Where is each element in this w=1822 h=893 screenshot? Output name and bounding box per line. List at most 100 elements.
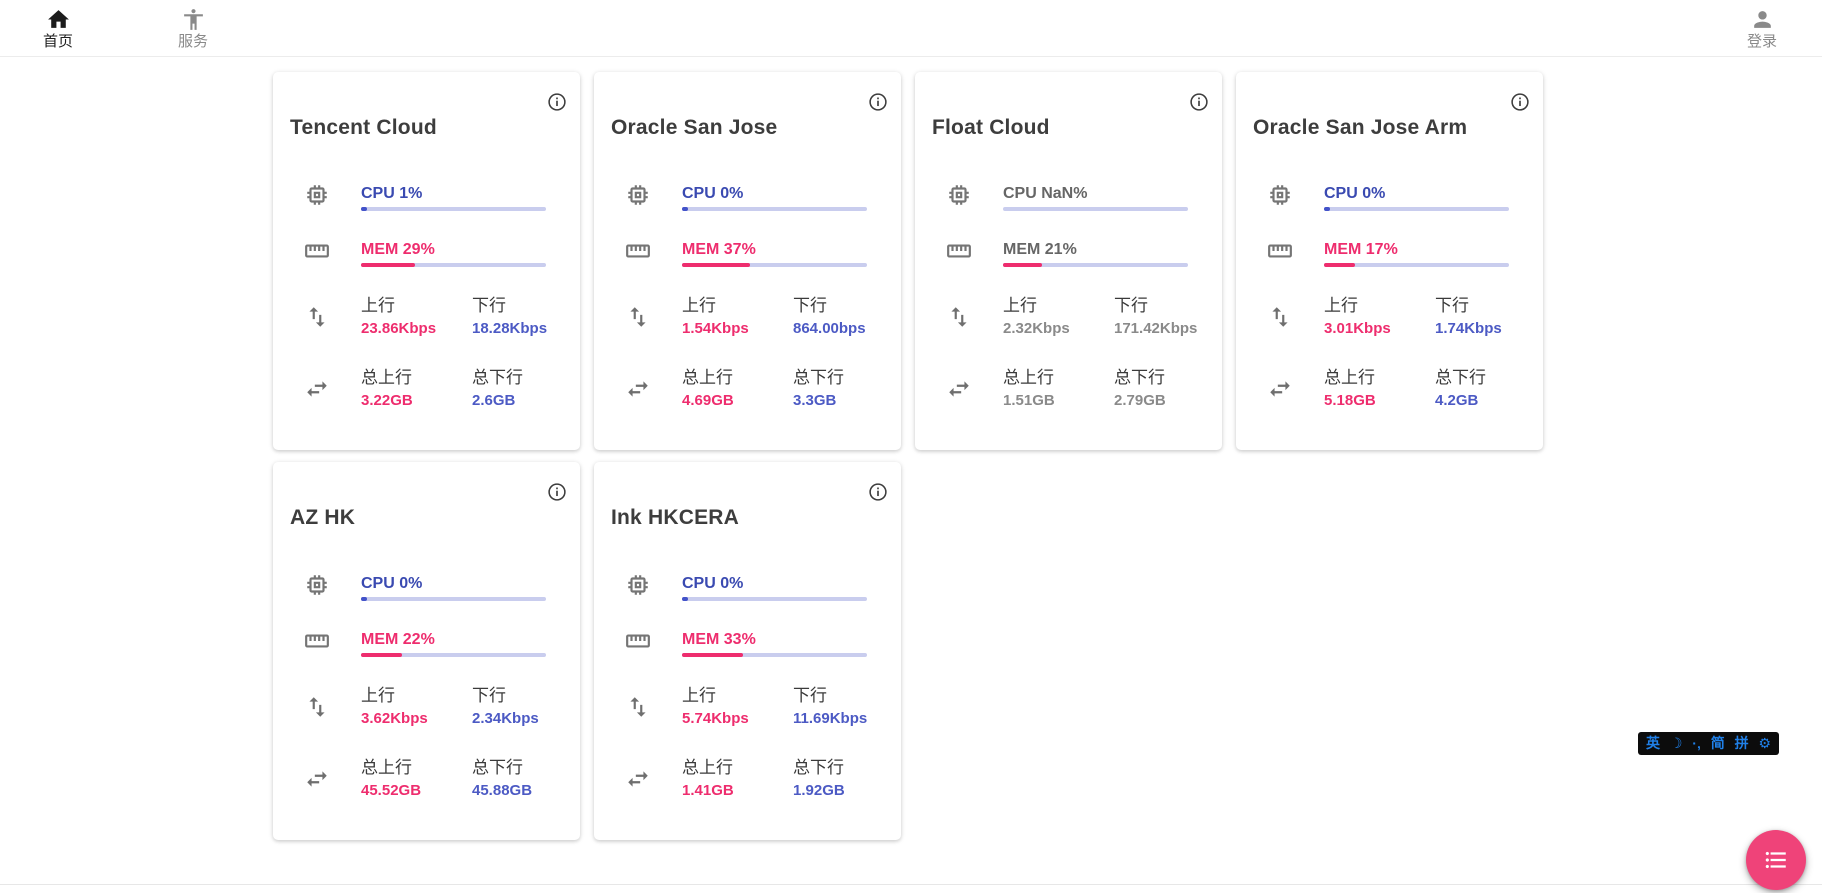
- total-upload-label: 总上行: [361, 758, 412, 777]
- cpu-chip-icon: [304, 182, 330, 208]
- net-total-cols: 总上行 1.51GB 总下行 2.79GB: [1003, 366, 1225, 409]
- cpu-meter: CPU 0%: [682, 184, 867, 211]
- cpu-progress-track: [682, 207, 867, 211]
- download-label: 下行: [793, 296, 827, 315]
- total-download-label: 总下行: [472, 368, 523, 387]
- total-download-label: 总下行: [1114, 368, 1165, 387]
- mem-meter: MEM 22%: [361, 630, 546, 657]
- download-label: 下行: [472, 686, 506, 705]
- ime-item[interactable]: 拼: [1734, 735, 1749, 751]
- ruler-icon: [625, 238, 651, 264]
- total-download-col: 总下行 2.79GB: [1114, 366, 1225, 409]
- cpu-meter: CPU NaN%: [1003, 184, 1188, 211]
- download-value: 1.74Kbps: [1435, 320, 1502, 337]
- upload-label: 上行: [361, 686, 395, 705]
- info-icon: [867, 481, 889, 503]
- mem-meter: MEM 37%: [682, 240, 867, 267]
- person-icon: [1750, 7, 1775, 32]
- info-button[interactable]: [546, 481, 568, 503]
- cpu-progress-fill: [1324, 207, 1330, 211]
- upload-label: 上行: [682, 686, 716, 705]
- total-upload-label: 总上行: [361, 368, 412, 387]
- info-button[interactable]: [1188, 91, 1210, 113]
- total-upload-label: 总上行: [682, 368, 733, 387]
- total-upload-label: 总上行: [682, 758, 733, 777]
- server-card: Tencent Cloud CPU 1%: [273, 72, 580, 450]
- download-value: 171.42Kbps: [1114, 320, 1198, 337]
- total-upload-label: 总上行: [1003, 368, 1054, 387]
- ime-item[interactable]: ☽: [1669, 735, 1683, 751]
- upload-col: 上行 3.62Kbps: [361, 684, 472, 727]
- cpu-label: CPU 0%: [1324, 185, 1386, 202]
- total-download-value: 1.92GB: [793, 782, 845, 799]
- download-value: 2.34Kbps: [472, 710, 539, 727]
- total-upload-value: 3.22GB: [361, 392, 413, 409]
- server-card: Ink HKCERA CPU 0%: [594, 462, 901, 840]
- cpu-chip-icon: [625, 182, 651, 208]
- total-download-col: 总下行 1.92GB: [793, 756, 904, 799]
- upload-col: 上行 23.86Kbps: [361, 294, 472, 337]
- nav-item-services[interactable]: 服务: [158, 7, 228, 51]
- cpu-meter: CPU 0%: [682, 574, 867, 601]
- up-down-arrows-icon: [1267, 304, 1293, 330]
- info-button[interactable]: [867, 91, 889, 113]
- info-icon: [546, 481, 568, 503]
- server-list-fab[interactable]: [1746, 830, 1806, 890]
- net-total-cols: 总上行 3.22GB 总下行 2.6GB: [361, 366, 583, 409]
- info-icon: [867, 91, 889, 113]
- total-download-label: 总下行: [793, 758, 844, 777]
- cpu-progress-fill: [682, 207, 688, 211]
- cpu-progress-track: [682, 597, 867, 601]
- upload-value: 2.32Kbps: [1003, 320, 1070, 337]
- cpu-chip-icon: [946, 182, 972, 208]
- net-speed-cols: 上行 23.86Kbps 下行 18.28Kbps: [361, 294, 583, 337]
- ime-item[interactable]: 简: [1710, 735, 1725, 751]
- nav-services-label: 服务: [177, 33, 208, 50]
- ime-item[interactable]: ⚙: [1758, 735, 1771, 751]
- ruler-icon: [304, 238, 330, 264]
- upload-value: 5.74Kbps: [682, 710, 749, 727]
- home-icon: [46, 7, 71, 32]
- server-card: AZ HK CPU 0%: [273, 462, 580, 840]
- info-button[interactable]: [1509, 91, 1531, 113]
- mem-progress-track: [1324, 263, 1509, 267]
- total-upload-col: 总上行 1.41GB: [682, 756, 793, 799]
- upload-value: 1.54Kbps: [682, 320, 749, 337]
- net-speed-cols: 上行 3.62Kbps 下行 2.34Kbps: [361, 684, 583, 727]
- cpu-meter: CPU 1%: [361, 184, 546, 211]
- upload-label: 上行: [361, 296, 395, 315]
- cpu-label: CPU 1%: [361, 185, 423, 202]
- mem-label: MEM 37%: [682, 241, 756, 258]
- net-speed-cols: 上行 2.32Kbps 下行 171.42Kbps: [1003, 294, 1225, 337]
- ruler-icon: [304, 628, 330, 654]
- total-download-value: 4.2GB: [1435, 392, 1479, 409]
- cpu-progress-fill: [361, 597, 367, 601]
- list-icon: [1763, 847, 1789, 873]
- total-upload-label: 总上行: [1324, 368, 1375, 387]
- accessibility-icon: [181, 7, 206, 32]
- up-down-arrows-icon: [946, 304, 972, 330]
- info-button[interactable]: [546, 91, 568, 113]
- download-col: 下行 11.69Kbps: [793, 684, 904, 727]
- mem-label: MEM 22%: [361, 631, 435, 648]
- download-col: 下行 864.00bps: [793, 294, 904, 337]
- nav-item-login[interactable]: 登录: [1727, 7, 1797, 51]
- up-down-arrows-icon: [304, 694, 330, 720]
- total-download-value: 3.3GB: [793, 392, 837, 409]
- net-speed-cols: 上行 3.01Kbps 下行 1.74Kbps: [1324, 294, 1546, 337]
- swap-horizontal-icon: [304, 766, 330, 792]
- cpu-label: CPU 0%: [361, 575, 423, 592]
- mem-progress-fill: [361, 263, 415, 267]
- info-button[interactable]: [867, 481, 889, 503]
- server-card: Oracle San Jose Arm CPU 0%: [1236, 72, 1543, 450]
- server-name: AZ HK: [290, 506, 356, 530]
- cpu-progress-track: [1324, 207, 1509, 211]
- ime-item[interactable]: 英: [1646, 735, 1660, 751]
- download-label: 下行: [793, 686, 827, 705]
- mem-progress-track: [1003, 263, 1188, 267]
- total-upload-col: 总上行 45.52GB: [361, 756, 472, 799]
- top-nav-bar: 首页 服务 登录: [0, 0, 1822, 57]
- nav-item-home[interactable]: 首页: [23, 7, 93, 51]
- ime-item[interactable]: ·‚: [1692, 735, 1701, 751]
- cpu-label: CPU NaN%: [1003, 185, 1088, 202]
